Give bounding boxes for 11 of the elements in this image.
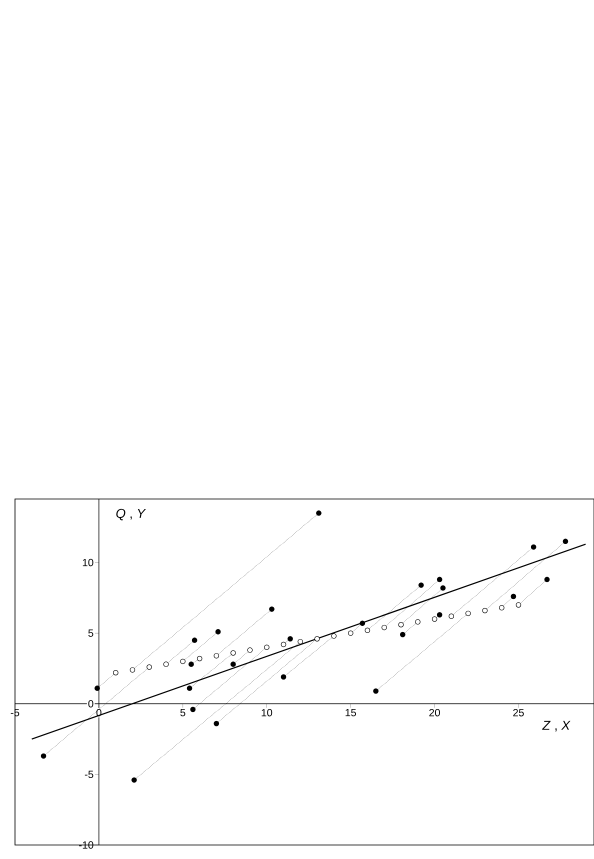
x-tick-label: 25 (513, 708, 524, 716)
x-tick-label: 10 (262, 708, 272, 716)
y-tick-label: 10 (82, 558, 94, 566)
y-tick-label: 0 (88, 700, 94, 708)
x-axis-title: Z , X (542, 720, 570, 732)
y-tick-label: -5 (84, 770, 94, 778)
x-tick-label: 20 (429, 708, 440, 716)
x-tick-label: 15 (346, 708, 356, 716)
x-tick-label: 5 (180, 708, 186, 716)
y-tick-label: 5 (88, 630, 94, 637)
y-axis-title: Q , Y (116, 508, 146, 520)
